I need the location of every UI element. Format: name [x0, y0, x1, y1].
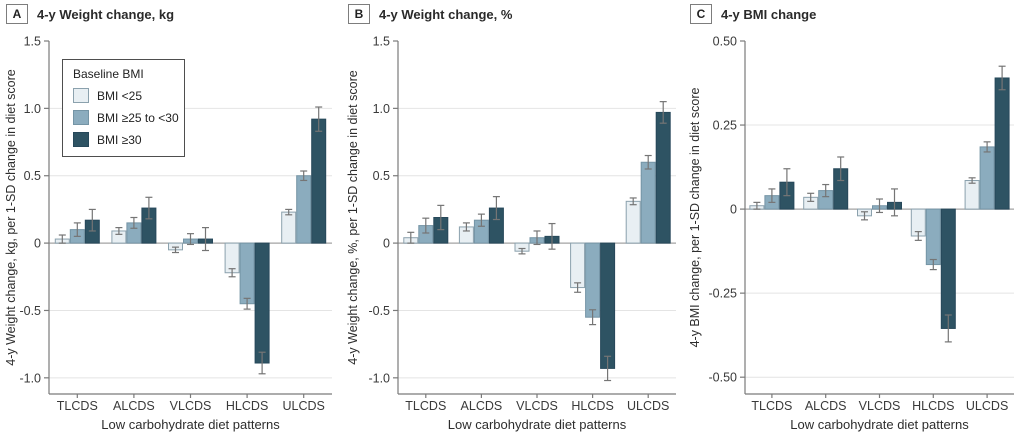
- y-tick-label: 1.5: [24, 35, 41, 49]
- legend-item-bmi-ge30: BMI ≥30: [73, 132, 180, 147]
- bar-hlcds-s1: [239, 242, 255, 305]
- bar-hlcds-s0: [570, 242, 586, 289]
- x-tick-label-vlcds: VLCDS: [859, 399, 901, 413]
- bar-ulcds-s1: [640, 161, 656, 244]
- chart-a-plot: TLCDS ALCDS VLCDS HLCDS ULCDS 1.5 1.0 0.5 0 -0.5 -…: [4, 35, 332, 432]
- x-tick-label-alcds: ALCDS: [461, 399, 503, 413]
- x-tick-label-hlcds: HLCDS: [571, 399, 613, 413]
- y-tick-label: -0.5: [368, 304, 390, 318]
- legend-label-bmi-ge30: BMI ≥30: [97, 132, 142, 147]
- x-tick-label-ulcds: ULCDS: [966, 399, 1008, 413]
- bar-hlcds-s2: [600, 242, 616, 369]
- bar-ulcds-s0: [964, 180, 980, 210]
- y-tick-label: 1.0: [24, 102, 41, 116]
- x-tick-label-alcds: ALCDS: [113, 399, 155, 413]
- y-axis-title: 4-y BMI change, per 1-SD change in diet …: [688, 88, 702, 348]
- y-tick-label: -0.50: [709, 371, 738, 385]
- y-tick-label: 0.25: [713, 119, 737, 133]
- bar-ulcds-s0: [281, 211, 297, 244]
- y-tick-label: 0.5: [373, 169, 390, 183]
- y-tick-label: 0: [34, 237, 41, 251]
- legend-swatch-bmi-25to30: [73, 110, 89, 125]
- panel-b: B 4-y Weight change, % TLCDS ALCDS VLCDS HL…: [342, 0, 684, 441]
- bar-ulcds-s2: [311, 118, 327, 244]
- y-tick-label: 0.5: [24, 169, 41, 183]
- y-tick-label: 0.50: [713, 35, 737, 49]
- legend-item-bmi-25to30: BMI ≥25 to <30: [73, 110, 180, 125]
- chart-b-plot: TLCDS ALCDS VLCDS HLCDS ULCDS 1.5 1.0 0.5 0 -0.5 -…: [346, 35, 676, 432]
- x-tick-label-tlcds: TLCDS: [405, 399, 446, 413]
- x-tick-label-tlcds: TLCDS: [751, 399, 792, 413]
- chart-c-plot: TLCDS ALCDS VLCDS HLCDS ULCDS 0.50 0.25 0 -0.25 -…: [688, 35, 1014, 432]
- y-tick-label: -0.5: [19, 304, 41, 318]
- panel-a-header: A 4-y Weight change, kg: [6, 4, 174, 24]
- bar-hlcds-s2: [940, 208, 956, 329]
- x-tick-label-hlcds: HLCDS: [912, 399, 954, 413]
- y-tick-label: 0: [383, 237, 390, 251]
- y-tick-label: 1.0: [373, 102, 390, 116]
- legend-swatch-bmi-ge30: [73, 132, 89, 147]
- y-tick-label: -0.25: [709, 287, 738, 301]
- x-tick-label-alcds: ALCDS: [805, 399, 847, 413]
- legend: Baseline BMI BMI <25 BMI ≥25 to <30 BMI …: [62, 59, 185, 157]
- y-axis-title: 4-y Weight change, %, per 1-SD change in…: [346, 70, 360, 364]
- y-tick-label: -1.0: [368, 371, 390, 385]
- legend-label-bmi-lt25: BMI <25: [97, 88, 143, 103]
- legend-title: Baseline BMI: [73, 67, 144, 81]
- legend-swatch-bmi-lt25: [73, 88, 89, 103]
- bar-ulcds-s2: [994, 77, 1010, 210]
- panel-c-header: C 4-y BMI change: [690, 4, 816, 24]
- x-tick-label-vlcds: VLCDS: [170, 399, 212, 413]
- y-tick-label: 0: [730, 203, 737, 217]
- panel-c-letter: C: [690, 4, 712, 24]
- panel-b-letter: B: [348, 4, 370, 24]
- panel-b-header: B 4-y Weight change, %: [348, 4, 512, 24]
- legend-label-bmi-25to30: BMI ≥25 to <30: [97, 110, 179, 125]
- bar-ulcds-s1: [296, 175, 312, 244]
- bar-ulcds-s2: [655, 111, 671, 244]
- bar-ulcds-s1: [979, 146, 995, 210]
- x-tick-label-vlcds: VLCDS: [516, 399, 558, 413]
- bar-hlcds-s1: [925, 208, 941, 266]
- x-axis-title: Low carbohydrate diet patterns: [790, 417, 969, 432]
- panel-c: C 4-y BMI change TLCDS ALCDS VLCDS HLCDS ULC…: [684, 0, 1024, 441]
- panel-b-title: 4-y Weight change, %: [379, 6, 513, 22]
- panel-c-title: 4-y BMI change: [721, 6, 817, 22]
- x-axis-title: Low carbohydrate diet patterns: [101, 417, 280, 432]
- y-tick-label: -1.0: [19, 371, 41, 385]
- x-tick-label-hlcds: HLCDS: [226, 399, 268, 413]
- y-axis-title: 4-y Weight change, kg, per 1-SD change i…: [4, 69, 18, 366]
- bar-ulcds-s0: [625, 200, 641, 244]
- legend-item-bmi-lt25: BMI <25: [73, 88, 180, 103]
- y-tick-label: 1.5: [373, 35, 390, 49]
- panel-a-title: 4-y Weight change, kg: [37, 6, 175, 22]
- x-tick-label-ulcds: ULCDS: [283, 399, 325, 413]
- x-tick-label-tlcds: TLCDS: [57, 399, 98, 413]
- panel-a: A 4-y Weight change, kg TLCDS ALCDS VLCDS H…: [0, 0, 342, 441]
- x-axis-title: Low carbohydrate diet patterns: [448, 417, 627, 432]
- bar-hlcds-s1: [585, 242, 601, 318]
- x-tick-label-ulcds: ULCDS: [627, 399, 669, 413]
- panel-a-letter: A: [6, 4, 28, 24]
- bar-hlcds-s2: [254, 242, 270, 364]
